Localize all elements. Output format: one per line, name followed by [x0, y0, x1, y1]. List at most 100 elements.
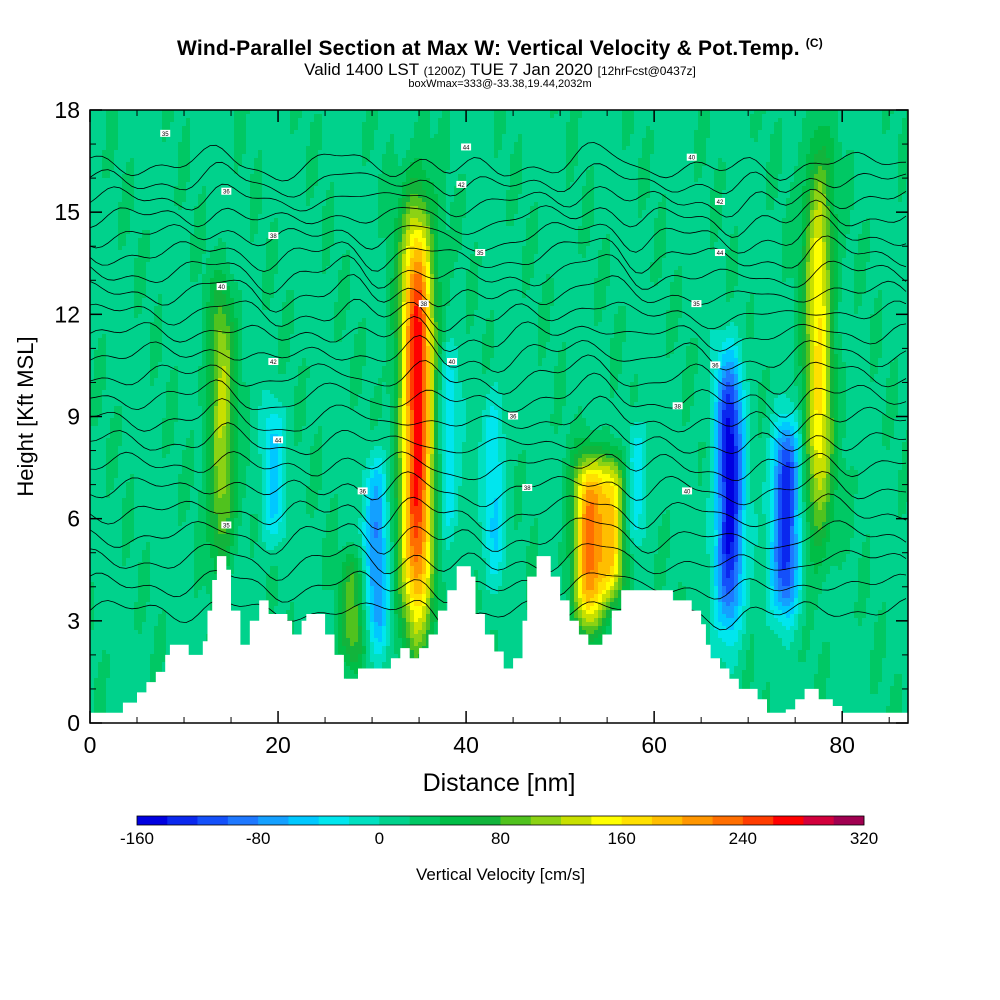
field-cell	[534, 134, 539, 139]
field-cell	[98, 134, 103, 139]
field-cell	[718, 126, 723, 131]
field-cell	[670, 126, 675, 131]
field-cell	[478, 122, 483, 127]
field-cell	[490, 126, 495, 131]
field-cell	[738, 114, 743, 119]
field-cell	[770, 130, 775, 135]
field-cell	[514, 122, 519, 127]
field-cell	[150, 122, 155, 127]
field-cell	[110, 134, 115, 139]
field-cell	[170, 114, 175, 119]
field-cell	[238, 114, 243, 119]
field-cell	[110, 122, 115, 127]
field-cell	[206, 130, 211, 135]
field-cell	[714, 118, 719, 123]
field-cell	[662, 130, 667, 135]
field-cell	[326, 134, 331, 139]
field-cell	[438, 122, 443, 127]
field-cell	[750, 118, 755, 123]
field-cell	[850, 126, 855, 131]
field-cell	[594, 126, 599, 131]
field-cell	[746, 118, 751, 123]
field-cell	[638, 138, 643, 143]
field-cell	[218, 130, 223, 135]
field-cell	[778, 122, 783, 127]
field-cell	[618, 138, 623, 143]
field-cell	[834, 122, 839, 127]
field-cell	[198, 122, 203, 127]
field-cell	[418, 138, 423, 143]
field-cell	[530, 134, 535, 139]
field-cell	[646, 122, 651, 127]
field-cell	[762, 134, 767, 139]
field-cell	[138, 114, 143, 119]
field-cell	[662, 118, 667, 123]
field-cell	[742, 114, 747, 119]
field-cell	[518, 134, 523, 139]
field-cell	[610, 126, 615, 131]
field-cell	[290, 114, 295, 119]
field-cell	[206, 126, 211, 131]
field-cell	[534, 130, 539, 135]
field-cell	[270, 138, 275, 143]
field-cell	[282, 118, 287, 123]
field-cell	[846, 126, 851, 131]
field-cell	[230, 138, 235, 143]
field-cell	[802, 122, 807, 127]
field-cell	[878, 122, 883, 127]
field-cell	[690, 134, 695, 139]
field-cell	[414, 130, 419, 135]
field-cell	[614, 126, 619, 131]
field-cell	[350, 134, 355, 139]
field-cell	[494, 130, 499, 135]
field-cell	[426, 134, 431, 139]
field-cell	[258, 126, 263, 131]
field-cell	[722, 114, 727, 119]
field-cell	[834, 134, 839, 139]
field-cell	[242, 138, 247, 143]
field-cell	[886, 126, 891, 131]
field-cell	[570, 130, 575, 135]
field-cell	[298, 138, 303, 143]
field-cell	[330, 118, 335, 123]
field-cell	[650, 126, 655, 131]
field-cell	[490, 130, 495, 135]
field-cell	[750, 126, 755, 131]
field-cell	[222, 134, 227, 139]
field-cell	[742, 126, 747, 131]
field-cell	[358, 114, 363, 119]
field-cell	[766, 126, 771, 131]
field-cell	[586, 118, 591, 123]
field-cell	[102, 138, 107, 143]
field-cell	[810, 134, 815, 139]
field-cell	[182, 138, 187, 143]
field-cell	[262, 138, 267, 143]
field-cell	[202, 130, 207, 135]
field-cell	[398, 134, 403, 139]
field-cell	[258, 122, 263, 127]
field-cell	[778, 130, 783, 135]
field-cell	[890, 130, 895, 135]
field-cell	[142, 126, 147, 131]
field-cell	[570, 118, 575, 123]
field-cell	[226, 122, 231, 127]
field-cell	[454, 122, 459, 127]
field-cell	[294, 126, 299, 131]
field-cell	[366, 134, 371, 139]
field-cell	[422, 122, 427, 127]
field-cell	[890, 114, 895, 119]
field-cell	[746, 126, 751, 131]
field-cell	[846, 130, 851, 135]
field-cell	[534, 122, 539, 127]
field-cell	[450, 118, 455, 123]
field-cell	[522, 126, 527, 131]
field-cell	[202, 122, 207, 127]
field-cell	[522, 130, 527, 135]
field-cell	[386, 130, 391, 135]
field-cell	[854, 130, 859, 135]
field-cell	[490, 134, 495, 139]
field-cell	[250, 134, 255, 139]
field-cell	[758, 114, 763, 119]
field-cell	[678, 118, 683, 123]
field-cell	[726, 118, 731, 123]
